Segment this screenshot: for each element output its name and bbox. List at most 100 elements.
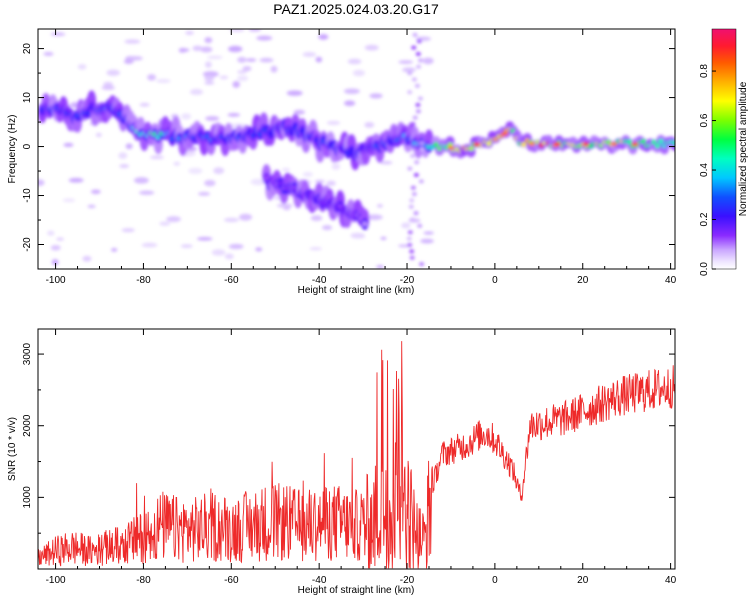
heatmap-cell-123 [318,33,329,40]
heatmap-cell-107 [68,177,84,183]
heatmap-cell-84 [101,85,115,91]
snr-frame [37,328,676,570]
heatmap-cell-60 [314,179,325,184]
colorbar-ticks: 0.0 0.2 0.4 0.6 0.8 [699,64,716,276]
heatmap-cell-802 [415,109,421,114]
heatmap-cell-120 [286,90,303,96]
heatmap-cell-2 [150,155,164,160]
colorbar-tick-label-4: 0.8 [699,64,710,78]
spectrogram-x-tick-label-1: -80 [136,275,151,286]
spectrogram-y-ticks: -20 -10 0 10 20 [22,43,675,270]
heatmap-cell-777 [631,142,639,146]
heatmap-cell-4 [227,113,241,117]
heatmap-cell-89 [188,167,203,175]
heatmap-cell-42 [364,122,375,128]
heatmap-cell-478 [433,142,439,148]
heatmap-cell-61 [202,71,219,78]
heatmap-cell-682 [672,140,675,146]
heatmap-cell-57 [423,231,434,235]
heatmap-cell-104 [166,216,181,223]
heatmap-cell-41 [51,259,59,266]
heatmap-cell-128 [343,100,356,107]
heatmap-cell-110 [87,204,96,209]
heatmap-cell-6 [156,79,171,83]
heatmap-cell-135 [376,265,384,269]
heatmap-cell-810 [417,58,423,63]
snr-x-tick-label-2: -60 [224,575,239,586]
heatmap-cell-25 [90,189,101,195]
heatmap-cell-33 [322,225,333,231]
heatmap-cell-133 [204,75,215,82]
heatmap-cell-40 [121,228,135,233]
heatmap-cell-68 [147,74,157,81]
heatmap-cell-82 [255,247,263,252]
heatmap-cell-131 [239,213,253,221]
heatmap-cell-73 [398,244,410,248]
heatmap-cell-102 [293,109,306,115]
heatmap-cell-117 [245,58,257,62]
heatmap-cell-775 [582,142,590,146]
heatmap-cell-97 [364,44,379,51]
heatmap-cell-791 [418,179,424,184]
heatmap-cell-5 [228,45,243,53]
heatmap-cell-134 [123,59,134,64]
heatmap-cell-780 [409,249,415,254]
snr-x-ticks: -100 -80 -60 -40 -20 0 20 40 [46,329,677,586]
heatmap-cell-59 [350,232,365,239]
spectrogram-x-tick-label-7: 40 [665,275,677,286]
heatmap-cell-770 [447,145,455,150]
heatmap-cell-523 [486,141,492,146]
heatmap-cell-77 [315,56,323,63]
figure-title: PAZ1.2025.024.03.20.G17 [273,1,439,17]
heatmap-cell-99 [50,32,66,37]
heatmap-cell-15 [224,253,234,260]
spectrogram-x-tick-label-4: -20 [400,275,415,286]
heatmap-cell-76 [111,248,118,252]
heatmap-cell-124 [197,236,213,241]
heatmap-cell-778 [419,262,425,267]
heatmap-cell-67 [106,69,121,76]
heatmap-cell-64 [204,37,213,44]
heatmap-cell-20 [283,205,291,211]
snr-x-tick-label-5: 0 [492,575,498,586]
heatmap-cell-93 [242,65,252,72]
heatmap-cell-74 [198,191,211,196]
heatmap-cell-87 [211,249,226,256]
snr-x-tick-label-0: -100 [46,575,66,586]
heatmap-cell-804 [417,96,423,101]
heatmap-cell-670 [658,138,664,144]
heatmap-cell-776 [610,142,618,146]
heatmap-cell-94 [82,255,92,262]
heatmap-cell-121 [205,116,220,121]
heatmap-cell-139 [50,244,61,251]
heatmap-cell-127 [237,75,249,82]
heatmap-cell-36 [219,75,229,80]
heatmap-cell-813 [416,39,422,44]
snr-panel: -100 -80 -60 -40 -20 0 20 40 1000 2000 3000 Heigh… [7,328,677,596]
heatmap-cell-100 [125,143,133,150]
heatmap-cell-18 [124,39,141,44]
heatmap-cell-26 [185,31,194,35]
heatmap-cell-29 [223,217,239,223]
heatmap-cell-800 [410,122,416,127]
spectrogram-x-tick-label-3: -40 [312,275,327,286]
heatmap-cell-769 [362,221,368,227]
snr-x-tick-label-7: 40 [665,575,677,586]
heatmap-cell-812 [411,45,417,50]
heatmap-cell-132 [192,45,203,51]
heatmap-cell-58 [119,164,130,169]
heatmap-cell-53 [178,48,190,52]
heatmap-cell-685 [263,176,270,181]
heatmap-cell-111 [401,222,411,229]
spectrogram-x-axis-label: Height of straight line (km) [298,285,415,296]
heatmap-cell-44 [103,81,113,87]
heatmap-cell-71 [95,132,102,138]
spectrogram-x-tick-label-5: 0 [492,275,498,286]
heatmap-cell-10 [200,46,213,53]
heatmap-cell-8 [326,180,336,186]
heatmap-cell-12 [204,61,212,69]
heatmap-cell-785 [409,217,415,222]
heatmap-cell-37 [248,29,262,32]
